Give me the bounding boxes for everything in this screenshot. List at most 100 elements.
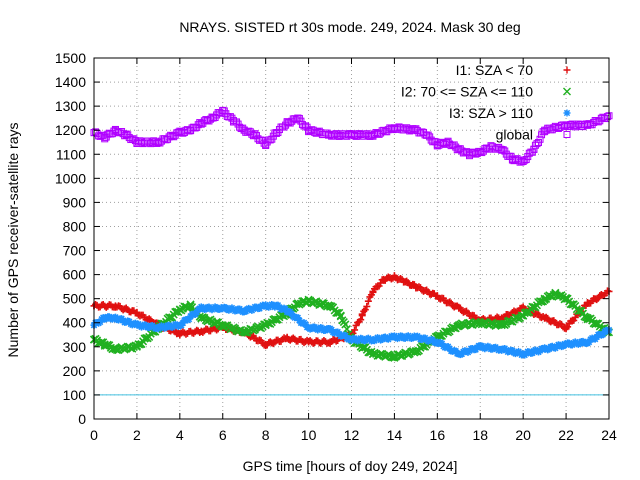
data-point [390, 333, 398, 341]
data-point [111, 302, 119, 310]
data-point [351, 326, 359, 334]
legend-label: I2: 70 <= SZA <= 110 [401, 84, 533, 100]
data-point [487, 143, 495, 151]
data-point [584, 121, 592, 129]
data-point [294, 114, 302, 122]
data-point [390, 352, 399, 361]
series-2 [90, 300, 613, 359]
data-point [562, 340, 570, 348]
data-point [536, 135, 544, 143]
data-point [262, 340, 270, 348]
y-tick-label: 1000 [55, 170, 86, 186]
x-tick-label: 16 [430, 427, 446, 443]
data-point [540, 294, 549, 303]
data-point [261, 321, 270, 330]
x-tick-label: 8 [262, 427, 270, 443]
data-point [101, 133, 109, 141]
data-point [357, 316, 365, 324]
data-point [342, 324, 351, 334]
axis-ticks: 0 2 4 6 8 10 12 14 16 18 20 22 240100200300400500600… [55, 50, 617, 443]
series-3 [90, 106, 613, 166]
data-point [197, 119, 205, 127]
data-point [133, 309, 141, 317]
data-point [154, 324, 162, 332]
data-point [498, 345, 506, 353]
legend-marker [563, 109, 571, 117]
x-tick-label: 12 [344, 427, 360, 443]
x-tick-label: 14 [387, 427, 403, 443]
data-point [145, 315, 153, 323]
data-point [176, 321, 184, 329]
data-point [154, 138, 162, 146]
x-tick-label: 22 [558, 427, 574, 443]
data-point [325, 301, 335, 310]
data-point [380, 275, 388, 283]
data-point [562, 294, 571, 303]
data-point [175, 305, 184, 314]
data-point [218, 321, 227, 330]
y-tick-label: 200 [63, 363, 87, 379]
data-point [262, 302, 270, 310]
legend-label: global [496, 127, 533, 143]
data-point [219, 304, 227, 312]
data-point [412, 126, 420, 134]
data-point [305, 324, 313, 332]
data-point [132, 342, 141, 351]
data-point [593, 296, 601, 304]
x-tick-label: 0 [90, 427, 98, 443]
data-point [412, 333, 420, 341]
legend-marker [563, 87, 571, 96]
data-point [272, 129, 280, 137]
y-tick-label: 1100 [56, 146, 86, 162]
data-point [193, 309, 201, 317]
data-point [519, 350, 527, 358]
legend-marker [563, 131, 571, 138]
data-point [411, 347, 420, 356]
data-point [122, 131, 130, 139]
x-tick-label: 6 [219, 427, 227, 443]
data-point [133, 138, 141, 146]
data-point [412, 283, 420, 291]
data-point [101, 314, 109, 322]
data-point [455, 304, 463, 312]
data-point [197, 304, 205, 312]
data-point [603, 113, 611, 121]
data-point [584, 299, 592, 307]
data-point [96, 318, 104, 326]
data-point [171, 307, 180, 317]
data-point [574, 306, 583, 316]
data-point [498, 145, 506, 153]
x-tick-label: 18 [472, 427, 488, 443]
data-point [294, 314, 302, 322]
data-point [433, 292, 441, 300]
data-point [358, 312, 366, 320]
data-point [240, 328, 249, 337]
y-axis-label: Number of GPS receiver-satellite rays [5, 123, 21, 358]
x-axis-label: GPS time [hours of doy 249, 2024] [243, 458, 458, 474]
data-point [444, 138, 452, 146]
data-point [497, 321, 506, 330]
data-point [363, 302, 371, 310]
grid [94, 58, 609, 419]
data-point [369, 336, 377, 344]
data-point [283, 334, 291, 342]
data-point [361, 306, 369, 314]
data-point [423, 131, 431, 139]
legend-label: I3: SZA > 110 [449, 105, 533, 121]
data-point [176, 330, 184, 338]
data-point [341, 320, 350, 329]
plot-area [89, 106, 614, 362]
data-point [528, 302, 537, 311]
y-tick-label: 700 [63, 243, 87, 259]
data-point [476, 318, 485, 327]
legend-label: I1: SZA < 70 [456, 62, 534, 78]
data-point [466, 150, 474, 158]
data-point [269, 340, 277, 348]
y-tick-label: 1300 [55, 98, 86, 114]
data-point [176, 129, 184, 137]
data-point [197, 313, 206, 322]
data-point [326, 131, 334, 139]
data-point [454, 321, 463, 330]
data-point [446, 298, 454, 306]
